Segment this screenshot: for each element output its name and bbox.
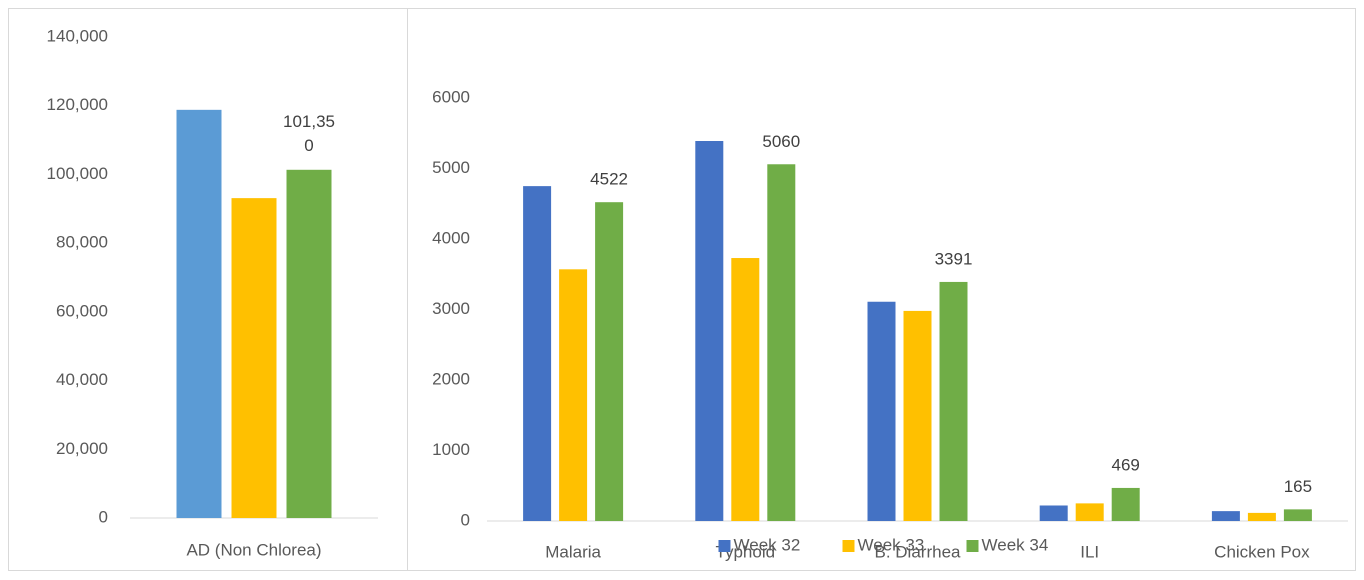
data-label: 5060 [762,132,800,151]
x-tick-label: B. Diarrhea [875,542,962,561]
y-tick-label: 2000 [432,369,470,388]
bar [1039,505,1068,521]
bar [903,310,932,521]
legend-swatch [966,540,979,552]
bar [939,281,968,521]
y-tick-label: 5000 [432,158,470,177]
bar [286,169,332,519]
bar [595,202,624,521]
y-tick-label: 100,000 [47,164,108,183]
bar [1247,512,1276,521]
legend-label: Week 32 [734,535,801,554]
bar [1075,503,1104,521]
y-tick-label: 120,000 [47,95,108,114]
legend-label: Week 33 [858,535,925,554]
bar [1283,509,1312,521]
y-tick-label: 1000 [432,440,470,459]
y-tick-label: 40,000 [56,370,108,389]
bar [867,301,896,521]
x-tick-label: ILI [1080,542,1099,561]
bar [176,109,222,518]
right-frame [407,8,1356,571]
data-label: 469 [1112,455,1140,474]
x-tick-label: Chicken Pox [1214,542,1310,561]
y-tick-label: 20,000 [56,439,108,458]
y-tick-label: 0 [99,507,108,526]
bar [767,164,796,521]
y-tick-label: 6000 [432,87,470,106]
bar [231,198,277,518]
data-label: 165 [1284,477,1312,496]
data-label: 101,350 [283,111,335,155]
y-tick-label: 0 [461,510,470,529]
bar [1211,511,1240,521]
bar [559,269,588,521]
bar [523,186,552,521]
data-label: 3391 [935,249,973,268]
y-tick-label: 140,000 [47,26,108,45]
y-tick-label: 80,000 [56,233,108,252]
bar [1111,487,1140,521]
x-tick-label: AD (Non Chlorea) [186,540,321,559]
legend-swatch [718,540,731,552]
bar [731,258,760,521]
y-tick-label: 4000 [432,228,470,247]
x-tick-label: Malaria [545,542,601,561]
y-tick-label: 60,000 [56,301,108,320]
data-label: 4522 [590,170,628,189]
bar [695,141,724,521]
legend-label: Week 34 [982,535,1049,554]
y-tick-label: 3000 [432,299,470,318]
legend-swatch [842,540,855,552]
